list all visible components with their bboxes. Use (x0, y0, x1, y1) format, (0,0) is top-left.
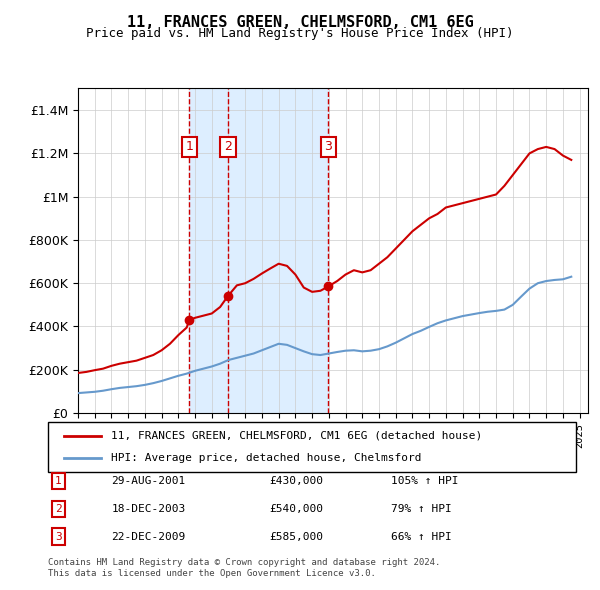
Text: 79% ↑ HPI: 79% ↑ HPI (391, 504, 452, 514)
Text: HPI: Average price, detached house, Chelmsford: HPI: Average price, detached house, Chel… (112, 453, 422, 463)
Text: 18-DEC-2003: 18-DEC-2003 (112, 504, 185, 514)
Text: Price paid vs. HM Land Registry's House Price Index (HPI): Price paid vs. HM Land Registry's House … (86, 27, 514, 40)
Bar (228, 88, 328, 413)
Text: 11, FRANCES GREEN, CHELMSFORD, CM1 6EG: 11, FRANCES GREEN, CHELMSFORD, CM1 6EG (127, 15, 473, 30)
Text: 29-AUG-2001: 29-AUG-2001 (112, 476, 185, 486)
Text: £585,000: £585,000 (270, 532, 324, 542)
Text: 66% ↑ HPI: 66% ↑ HPI (391, 532, 452, 542)
Text: 105% ↑ HPI: 105% ↑ HPI (391, 476, 459, 486)
Text: £540,000: £540,000 (270, 504, 324, 514)
Text: Contains HM Land Registry data © Crown copyright and database right 2024.: Contains HM Land Registry data © Crown c… (48, 558, 440, 566)
Text: 2: 2 (55, 504, 62, 514)
Text: 1: 1 (185, 140, 193, 153)
Text: 3: 3 (55, 532, 62, 542)
FancyBboxPatch shape (48, 422, 576, 472)
Text: 2: 2 (224, 140, 232, 153)
Text: 11, FRANCES GREEN, CHELMSFORD, CM1 6EG (detached house): 11, FRANCES GREEN, CHELMSFORD, CM1 6EG (… (112, 431, 482, 441)
Text: £430,000: £430,000 (270, 476, 324, 486)
Text: 22-DEC-2009: 22-DEC-2009 (112, 532, 185, 542)
Text: This data is licensed under the Open Government Licence v3.0.: This data is licensed under the Open Gov… (48, 569, 376, 578)
Text: 1: 1 (55, 476, 62, 486)
Bar (190, 88, 228, 413)
Text: 3: 3 (325, 140, 332, 153)
